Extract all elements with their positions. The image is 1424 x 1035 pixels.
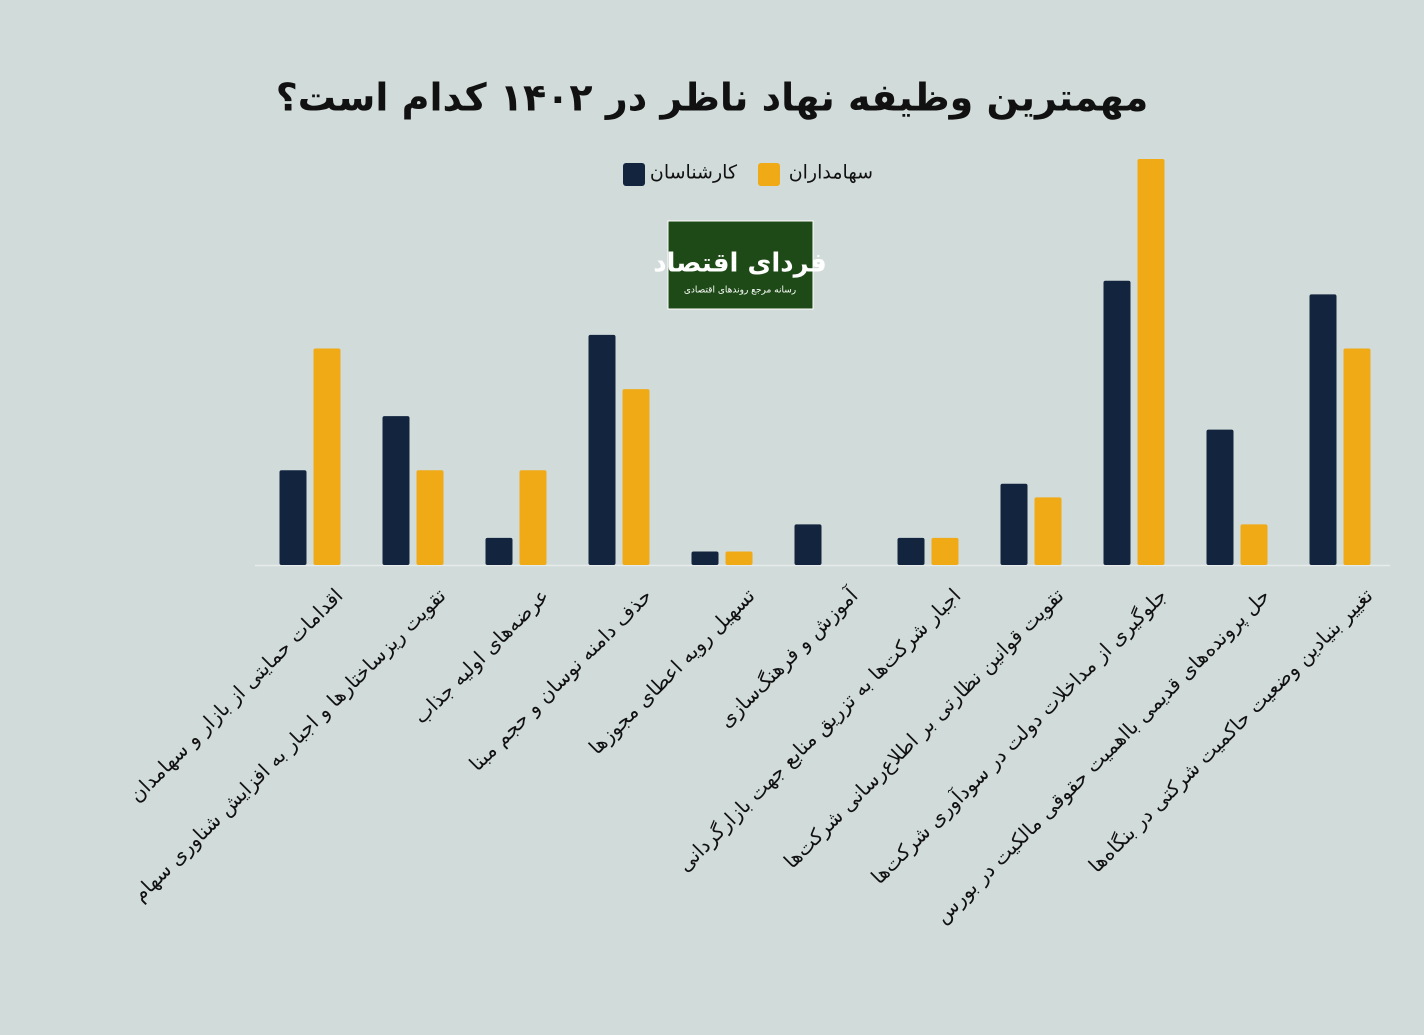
bar [897, 537, 925, 565]
bar [588, 334, 616, 565]
bar [622, 389, 650, 565]
bar [1240, 524, 1268, 565]
bar [1343, 348, 1371, 565]
bar [416, 470, 444, 565]
bar [725, 551, 753, 565]
bar [1034, 497, 1062, 565]
bar [1309, 294, 1337, 565]
bar [1137, 159, 1165, 565]
bar [382, 416, 410, 565]
legend-swatch [623, 163, 645, 186]
logo-name: فردای اقتصاد [653, 249, 827, 279]
bar [279, 470, 307, 565]
bar [1000, 483, 1028, 565]
logo-box [667, 220, 814, 310]
bar [519, 470, 547, 565]
bar [1103, 280, 1131, 565]
bar [931, 537, 959, 565]
chart-title: مهمترین وظیفه نهاد ناظر در ۱۴۰۲ کدام است… [276, 76, 1148, 121]
bar [1206, 429, 1234, 565]
legend-swatch [758, 163, 780, 186]
legend-label: سهامداران [789, 162, 873, 184]
logo-tagline: رسانه مرجع روندهای اقتصادی [684, 286, 796, 296]
logo: فردای اقتصاد رسانه مرجع روندهای اقتصادی [653, 220, 827, 310]
bar [313, 348, 341, 565]
bar [485, 537, 513, 565]
legend-label: کارشناسان [650, 162, 738, 184]
bar [691, 551, 719, 565]
bar [794, 524, 822, 565]
